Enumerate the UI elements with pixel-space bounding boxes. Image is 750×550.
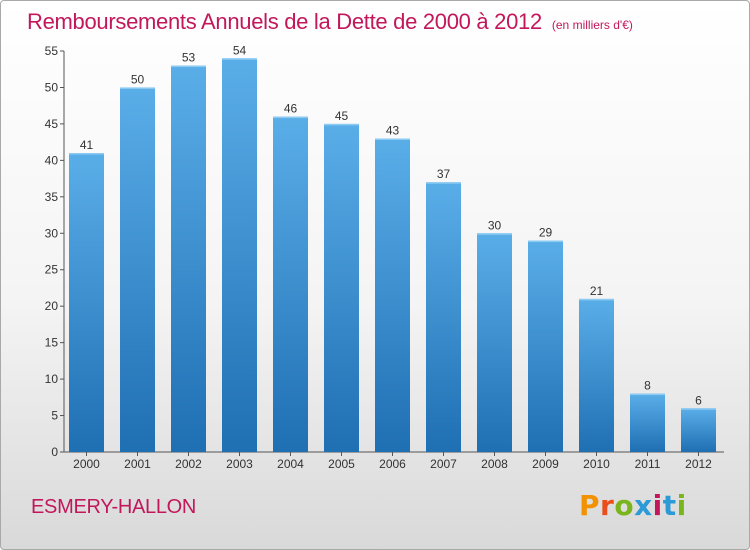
bar-value-label: 46 — [284, 102, 298, 116]
bar-highlight — [171, 65, 206, 68]
bar-value-label: 8 — [644, 379, 651, 393]
logo-letter: i — [676, 489, 687, 522]
bar — [273, 116, 308, 453]
bar-highlight — [69, 153, 104, 155]
logo-letter: x — [634, 489, 653, 522]
y-tick-label: 35 — [45, 190, 59, 204]
y-tick-label: 20 — [45, 299, 59, 313]
bar — [477, 233, 512, 452]
bar-highlight — [222, 58, 257, 60]
x-tick-label: 2000 — [73, 457, 100, 471]
x-tick-label: 2004 — [277, 457, 304, 471]
logo-letter: P — [579, 489, 601, 522]
x-tick-label: 2011 — [635, 457, 661, 471]
bar — [528, 240, 563, 452]
bar — [681, 408, 716, 452]
bar-value-label: 53 — [182, 51, 196, 65]
logo-letter: t — [662, 489, 677, 522]
bar-highlight — [579, 298, 614, 301]
bar — [579, 298, 614, 452]
bar — [630, 393, 665, 452]
y-tick-label: 45 — [45, 117, 59, 131]
y-tick-label: 15 — [45, 336, 59, 350]
bar — [171, 65, 206, 452]
y-tick-label: 50 — [45, 80, 59, 94]
bar-value-label: 45 — [335, 109, 349, 123]
bar-highlight — [273, 116, 308, 119]
bar-highlight — [681, 408, 716, 410]
bar — [324, 123, 359, 452]
bar-value-label: 6 — [695, 393, 702, 407]
bar-value-label: 30 — [488, 218, 502, 232]
chart-subtitle: (en milliers d'€) — [551, 18, 633, 32]
logo-letter: o — [614, 489, 635, 522]
bar-value-label: 29 — [539, 226, 553, 240]
bar — [426, 182, 461, 452]
y-tick-label: 40 — [45, 153, 59, 167]
bar — [375, 138, 410, 452]
bar-highlight — [375, 138, 410, 140]
proxiti-logo: Proxiti — [579, 489, 687, 522]
bar — [69, 153, 104, 452]
y-tick-label: 25 — [45, 263, 59, 277]
bar-value-label: 50 — [131, 72, 145, 86]
bar-highlight — [477, 233, 512, 235]
bar-highlight — [426, 182, 461, 184]
bar — [120, 87, 155, 453]
bar-value-label: 37 — [437, 167, 451, 181]
y-tick-label: 0 — [51, 445, 58, 459]
x-tick-label: 2012 — [685, 457, 712, 471]
bar-layer — [69, 58, 716, 453]
y-tick-label: 55 — [45, 44, 59, 58]
bar-highlight — [324, 123, 359, 126]
label-layer: 41 2000 50 2001 53 2002 54 2003 46 2004 45 2005 43 20… — [73, 43, 712, 471]
bar-value-label: 21 — [590, 284, 604, 298]
y-tick-label: 5 — [51, 409, 58, 423]
x-tick-label: 2008 — [481, 457, 508, 471]
chart-title-text: Remboursements Annuels de la Dette de 20… — [27, 9, 542, 34]
bar-value-label: 54 — [233, 43, 247, 57]
x-tick-label: 2007 — [430, 457, 457, 471]
x-tick-label: 2005 — [328, 457, 355, 471]
chart-title: Remboursements Annuels de la Dette de 20… — [27, 9, 633, 35]
bar-value-label: 43 — [386, 123, 400, 137]
bar-highlight — [120, 87, 155, 89]
bar-highlight — [528, 240, 563, 243]
x-tick-label: 2003 — [226, 457, 253, 471]
bar-value-label: 41 — [80, 138, 94, 152]
x-tick-label: 2010 — [583, 457, 610, 471]
y-tick-label: 10 — [45, 372, 59, 386]
y-tick-label: 30 — [45, 226, 59, 240]
bar-highlight — [630, 393, 665, 396]
x-tick-label: 2001 — [124, 457, 151, 471]
logo-letter: i — [652, 489, 663, 522]
x-tick-label: 2006 — [379, 457, 406, 471]
bar — [222, 58, 257, 453]
logo-letter: r — [600, 489, 615, 522]
x-tick-label: 2002 — [175, 457, 202, 471]
commune-name: ESMERY-HALLON — [31, 496, 197, 518]
x-tick-label: 2009 — [532, 457, 559, 471]
